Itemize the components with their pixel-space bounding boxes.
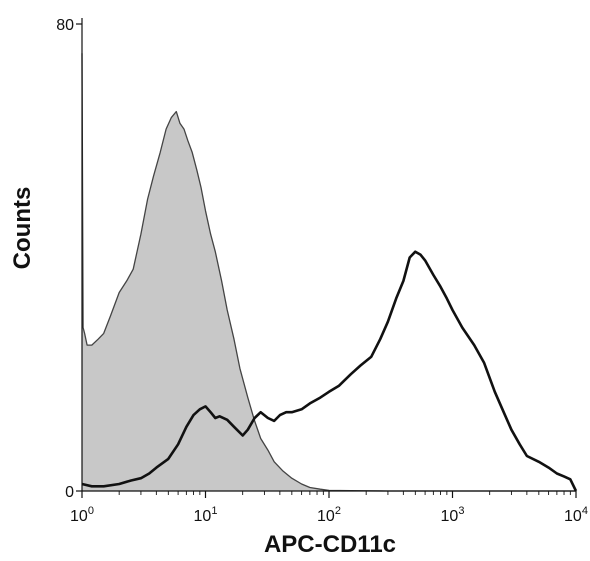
x-tick-label-0: 100 (70, 505, 94, 525)
series-2-line (81, 250, 578, 492)
series-1-outline (81, 53, 576, 492)
x-tick-label-3: 103 (441, 505, 465, 525)
x-axis-label: APC-CD11c (264, 531, 396, 558)
y-axis-label: Counts (9, 187, 36, 270)
x-tick-label-2: 102 (317, 505, 341, 525)
y-tick-label-80: 80 (56, 17, 74, 34)
x-tick-label-1: 101 (194, 505, 218, 525)
plot-area (81, 53, 578, 492)
axes: 0 80 100 101 102 103 104 (56, 17, 588, 525)
x-tick-label-4: 104 (564, 505, 588, 525)
series-1-fill (82, 53, 576, 491)
y-tick-label-0: 0 (65, 484, 74, 501)
